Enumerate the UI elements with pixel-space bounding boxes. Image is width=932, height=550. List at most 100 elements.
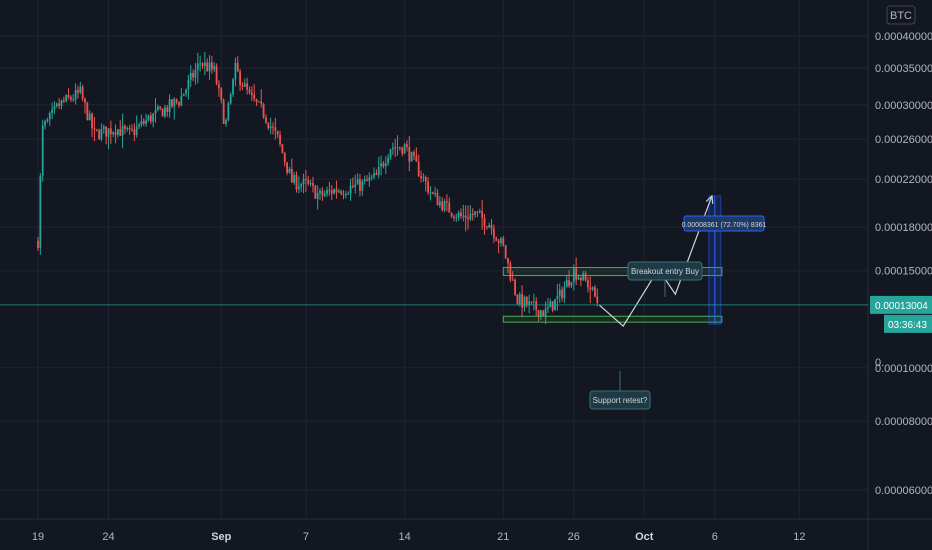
candle-body <box>283 153 286 163</box>
candle-body <box>187 79 190 90</box>
candle-body <box>239 71 241 86</box>
candle-body <box>441 201 444 211</box>
candle-body <box>530 301 533 303</box>
candle-body <box>86 102 89 120</box>
candle-body <box>476 211 479 213</box>
candle-body <box>58 103 61 106</box>
candle-body <box>467 217 469 220</box>
candle-body <box>406 144 408 147</box>
candle-body <box>577 277 580 280</box>
candle-body <box>48 112 51 120</box>
candle-body <box>222 99 225 124</box>
candle-body <box>375 173 378 176</box>
price-tick-label-partial: 0. <box>875 357 884 369</box>
candle-body <box>274 127 277 131</box>
price-tick-label: 0.00035000 <box>875 63 932 75</box>
candle-body <box>558 289 561 296</box>
candle-body <box>594 287 596 297</box>
time-tick-label: 24 <box>102 531 114 543</box>
price-tick-label: 0.00006000 <box>875 485 932 497</box>
candle-body <box>269 126 272 129</box>
time-tick-label: 19 <box>32 531 44 543</box>
candle-body <box>485 226 488 228</box>
resistance-zone <box>502 267 723 277</box>
support-callout-text: Support retest? <box>593 396 648 405</box>
candle-body <box>460 212 462 217</box>
candle-body <box>55 103 58 107</box>
candle-body <box>154 109 157 114</box>
candle-body <box>547 307 549 309</box>
candle-body <box>453 216 455 218</box>
candle-body <box>504 245 507 259</box>
candle-body <box>286 162 288 173</box>
candle-body <box>429 192 432 194</box>
candle-body <box>478 211 481 213</box>
candle-body <box>265 117 267 123</box>
candle-body <box>551 301 554 311</box>
candle-body <box>382 163 385 167</box>
candle-body <box>587 280 589 288</box>
candle-body <box>349 185 352 194</box>
candle-body <box>281 144 284 154</box>
time-tick-label: 26 <box>568 531 580 543</box>
candle-body <box>241 85 244 87</box>
candle-body <box>128 128 131 130</box>
breakout-callout-text: Breakout entry Buy <box>631 267 699 276</box>
candle-body <box>575 268 578 280</box>
candle-body <box>314 185 317 199</box>
candle-body <box>232 79 234 95</box>
candle-body <box>246 83 249 90</box>
candle-body <box>344 194 347 196</box>
candle-body <box>354 184 357 187</box>
candle-body <box>166 107 169 112</box>
projection-arrowhead <box>705 194 714 204</box>
last-price-tag <box>870 295 932 314</box>
candle-body <box>410 152 413 162</box>
candle-body <box>302 178 305 185</box>
candle-body <box>396 147 399 149</box>
candle-body <box>563 287 566 299</box>
candle-body <box>295 174 298 190</box>
candle-body <box>542 310 545 317</box>
candle-body <box>159 106 162 109</box>
candle-body <box>544 308 547 317</box>
candle-body <box>138 124 140 127</box>
candle-body <box>361 181 364 191</box>
candle-body <box>493 228 495 238</box>
candle-body <box>347 193 350 195</box>
candle-body <box>258 101 260 103</box>
measure-tag-box <box>683 215 765 232</box>
candle-body <box>502 238 505 246</box>
candle-body <box>203 62 206 67</box>
candle-body <box>427 181 429 193</box>
candle-body <box>140 120 143 125</box>
candle-body <box>422 177 425 179</box>
measure-tag-text: 0.00008361 (72.70%) 8361 <box>682 222 767 229</box>
price-tick-label: 0.00008000 <box>875 416 932 428</box>
price-tick-label: 0.00022000 <box>875 174 932 186</box>
candle-body <box>518 294 521 304</box>
candle-body <box>173 99 176 107</box>
candle-body <box>229 94 232 104</box>
candle-body <box>591 287 594 290</box>
candle-body <box>462 215 465 217</box>
candle-body <box>582 273 585 281</box>
candle-body <box>366 179 368 181</box>
candle-body <box>596 296 599 303</box>
candles <box>37 52 599 325</box>
candle-body <box>279 134 281 145</box>
candle-body <box>389 149 392 158</box>
candle-body <box>474 211 476 215</box>
candle-body <box>112 132 115 135</box>
candle-body <box>260 101 263 105</box>
candle-body <box>60 100 63 106</box>
candle-body <box>495 237 498 241</box>
candle-body <box>535 301 538 311</box>
last-price-value: 0.00013004 <box>875 301 928 312</box>
candle-body <box>109 128 112 135</box>
candle-body <box>335 189 338 193</box>
candle-body <box>168 99 171 112</box>
candle-body <box>368 177 371 181</box>
